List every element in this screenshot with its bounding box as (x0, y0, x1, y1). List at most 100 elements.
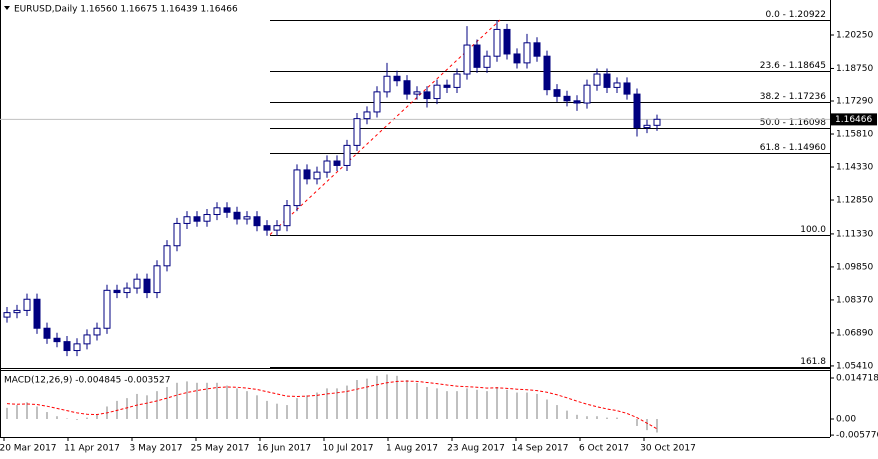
y-tick-label: 1.15810 (836, 130, 873, 140)
fib-label: 100.0 (800, 225, 826, 235)
current-price-box (831, 113, 877, 126)
y-tick-label: 1.12850 (836, 196, 873, 206)
y-tick-label: 1.11330 (836, 229, 873, 239)
macd-tick-label: 0.014718 (836, 374, 878, 384)
candle-body (353, 118, 361, 146)
candle-body (33, 298, 41, 329)
y-tick-label: 1.18750 (836, 64, 873, 74)
candle-body (273, 225, 281, 231)
candle-body (643, 124, 651, 129)
candle-body (93, 327, 101, 336)
candle-body (553, 89, 561, 97)
candle-body (73, 343, 81, 352)
x-tick-label: 14 Sep 2017 (511, 444, 568, 454)
macd-title: MACD(12,26,9) -0.004845 -0.003527 (4, 376, 170, 386)
macd-tick-label: 0.00 (836, 415, 856, 425)
candle-body (383, 75, 391, 93)
fib-trendline (269, 19, 501, 235)
candle-body (603, 73, 611, 88)
candle-body (363, 111, 371, 120)
candle-body (153, 265, 161, 294)
candle-body (303, 169, 311, 180)
candle-body (183, 216, 191, 224)
candle-body (173, 222, 181, 247)
candle-body (573, 100, 581, 104)
candle-body (283, 205, 291, 227)
candle-body (313, 171, 321, 180)
candle-body (253, 216, 261, 227)
fib-label: 23.6 - 1.18645 (760, 61, 826, 71)
x-tick-label: 11 Apr 2017 (64, 444, 120, 454)
y-tick-label: 1.14330 (836, 163, 873, 173)
candle-body (63, 341, 71, 352)
fib-label: 61.8 - 1.14960 (760, 143, 826, 153)
candle-body (163, 245, 171, 267)
candle-body (413, 91, 421, 95)
candle-body (263, 225, 271, 231)
candle-body (213, 207, 221, 216)
candle-body (583, 84, 591, 104)
x-tick-label: 23 Aug 2017 (447, 444, 505, 454)
x-tick-label: 30 Oct 2017 (640, 444, 696, 454)
x-tick-label: 3 May 2017 (130, 444, 183, 454)
chart-title: EURUSD,Daily 1.16560 1.16675 1.16439 1.1… (14, 5, 238, 15)
y-tick-label: 1.20250 (836, 31, 873, 41)
candle-body (333, 160, 341, 166)
candle-body (373, 91, 381, 113)
candle-body (43, 327, 51, 339)
candle-body (233, 211, 241, 220)
candle-body (143, 278, 151, 294)
fib-label: 50.0 - 1.16098 (760, 118, 826, 128)
candle-body (433, 84, 441, 100)
candle-body (503, 28, 511, 55)
candle-body (103, 289, 111, 329)
x-tick-label: 25 May 2017 (191, 444, 250, 454)
y-tick-label: 1.08370 (836, 295, 873, 305)
current-price-label: 1.16466 (835, 115, 872, 125)
macd-tick-label: -0.005776 (836, 431, 878, 441)
candle-body (453, 73, 461, 88)
y-tick-label: 1.06890 (836, 328, 873, 338)
y-tick-label: 1.17290 (836, 97, 873, 107)
candle-body (653, 118, 661, 126)
candle-body (563, 95, 571, 102)
candle-body (323, 160, 331, 173)
x-tick-label: 6 Oct 2017 (579, 444, 629, 454)
y-tick-label: 1.05410 (836, 361, 873, 371)
candle-body (113, 289, 121, 294)
candle-body (203, 214, 211, 222)
candle-body (403, 80, 411, 95)
candle-body (393, 75, 401, 82)
x-tick-label: 20 Mar 2017 (0, 444, 57, 454)
candle-body (423, 91, 431, 100)
candle-body (243, 216, 251, 220)
candle-body (613, 82, 621, 88)
candle-body (623, 82, 631, 95)
candle-body (3, 312, 11, 318)
x-tick-label: 16 Jun 2017 (257, 444, 311, 454)
candle-body (513, 53, 521, 64)
candle-body (53, 337, 61, 343)
fib-label: 38.2 - 1.17236 (760, 92, 826, 102)
y-tick-label: 1.09850 (836, 262, 873, 272)
candle-body (633, 93, 641, 129)
fib-label: 161.8 (800, 357, 826, 367)
candle-body (133, 278, 141, 289)
candle-body (83, 334, 91, 345)
candle-body (13, 309, 21, 314)
fib-label: 0.0 - 1.20922 (766, 10, 827, 20)
macd-signal (6, 380, 658, 430)
candle-body (123, 287, 131, 294)
candle-body (23, 298, 31, 311)
candle-body (463, 44, 471, 75)
candle-body (193, 216, 201, 222)
candle-body (493, 28, 501, 57)
x-tick-label: 10 Jul 2017 (323, 444, 374, 454)
candle-body (443, 84, 451, 88)
candle-body (293, 169, 301, 207)
candle-body (593, 73, 601, 86)
candle-body (533, 42, 541, 57)
candle-body (543, 55, 551, 91)
candle-body (343, 144, 351, 166)
menu-arrow (4, 6, 10, 10)
